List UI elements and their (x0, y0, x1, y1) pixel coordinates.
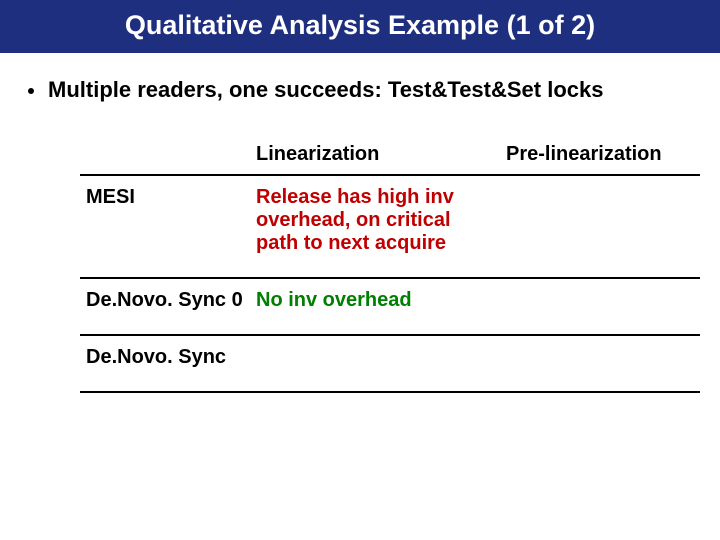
row-linearization (250, 335, 500, 392)
row-prelinearization (500, 278, 700, 335)
table-row: MESI Release has high inv overhead, on c… (80, 175, 700, 278)
slide-content: Multiple readers, one succeeds: Test&Tes… (0, 53, 720, 393)
row-prelinearization (500, 175, 700, 278)
bullet-dot-icon (28, 88, 34, 94)
row-name: MESI (80, 175, 250, 278)
table-header-prelinearization: Pre-linearization (500, 133, 700, 175)
table-header-empty (80, 133, 250, 175)
comparison-table: Linearization Pre-linearization MESI Rel… (80, 133, 700, 393)
table-row: De.Novo. Sync 0 No inv overhead (80, 278, 700, 335)
bullet-item: Multiple readers, one succeeds: Test&Tes… (20, 77, 700, 103)
table-row: De.Novo. Sync (80, 335, 700, 392)
row-linearization: No inv overhead (250, 278, 500, 335)
row-prelinearization (500, 335, 700, 392)
row-linearization: Release has high inv overhead, on critic… (250, 175, 500, 278)
row-name: De.Novo. Sync (80, 335, 250, 392)
table-header-linearization: Linearization (250, 133, 500, 175)
slide-title: Qualitative Analysis Example (1 of 2) (0, 0, 720, 53)
bullet-text: Multiple readers, one succeeds: Test&Tes… (48, 77, 603, 103)
row-name: De.Novo. Sync 0 (80, 278, 250, 335)
